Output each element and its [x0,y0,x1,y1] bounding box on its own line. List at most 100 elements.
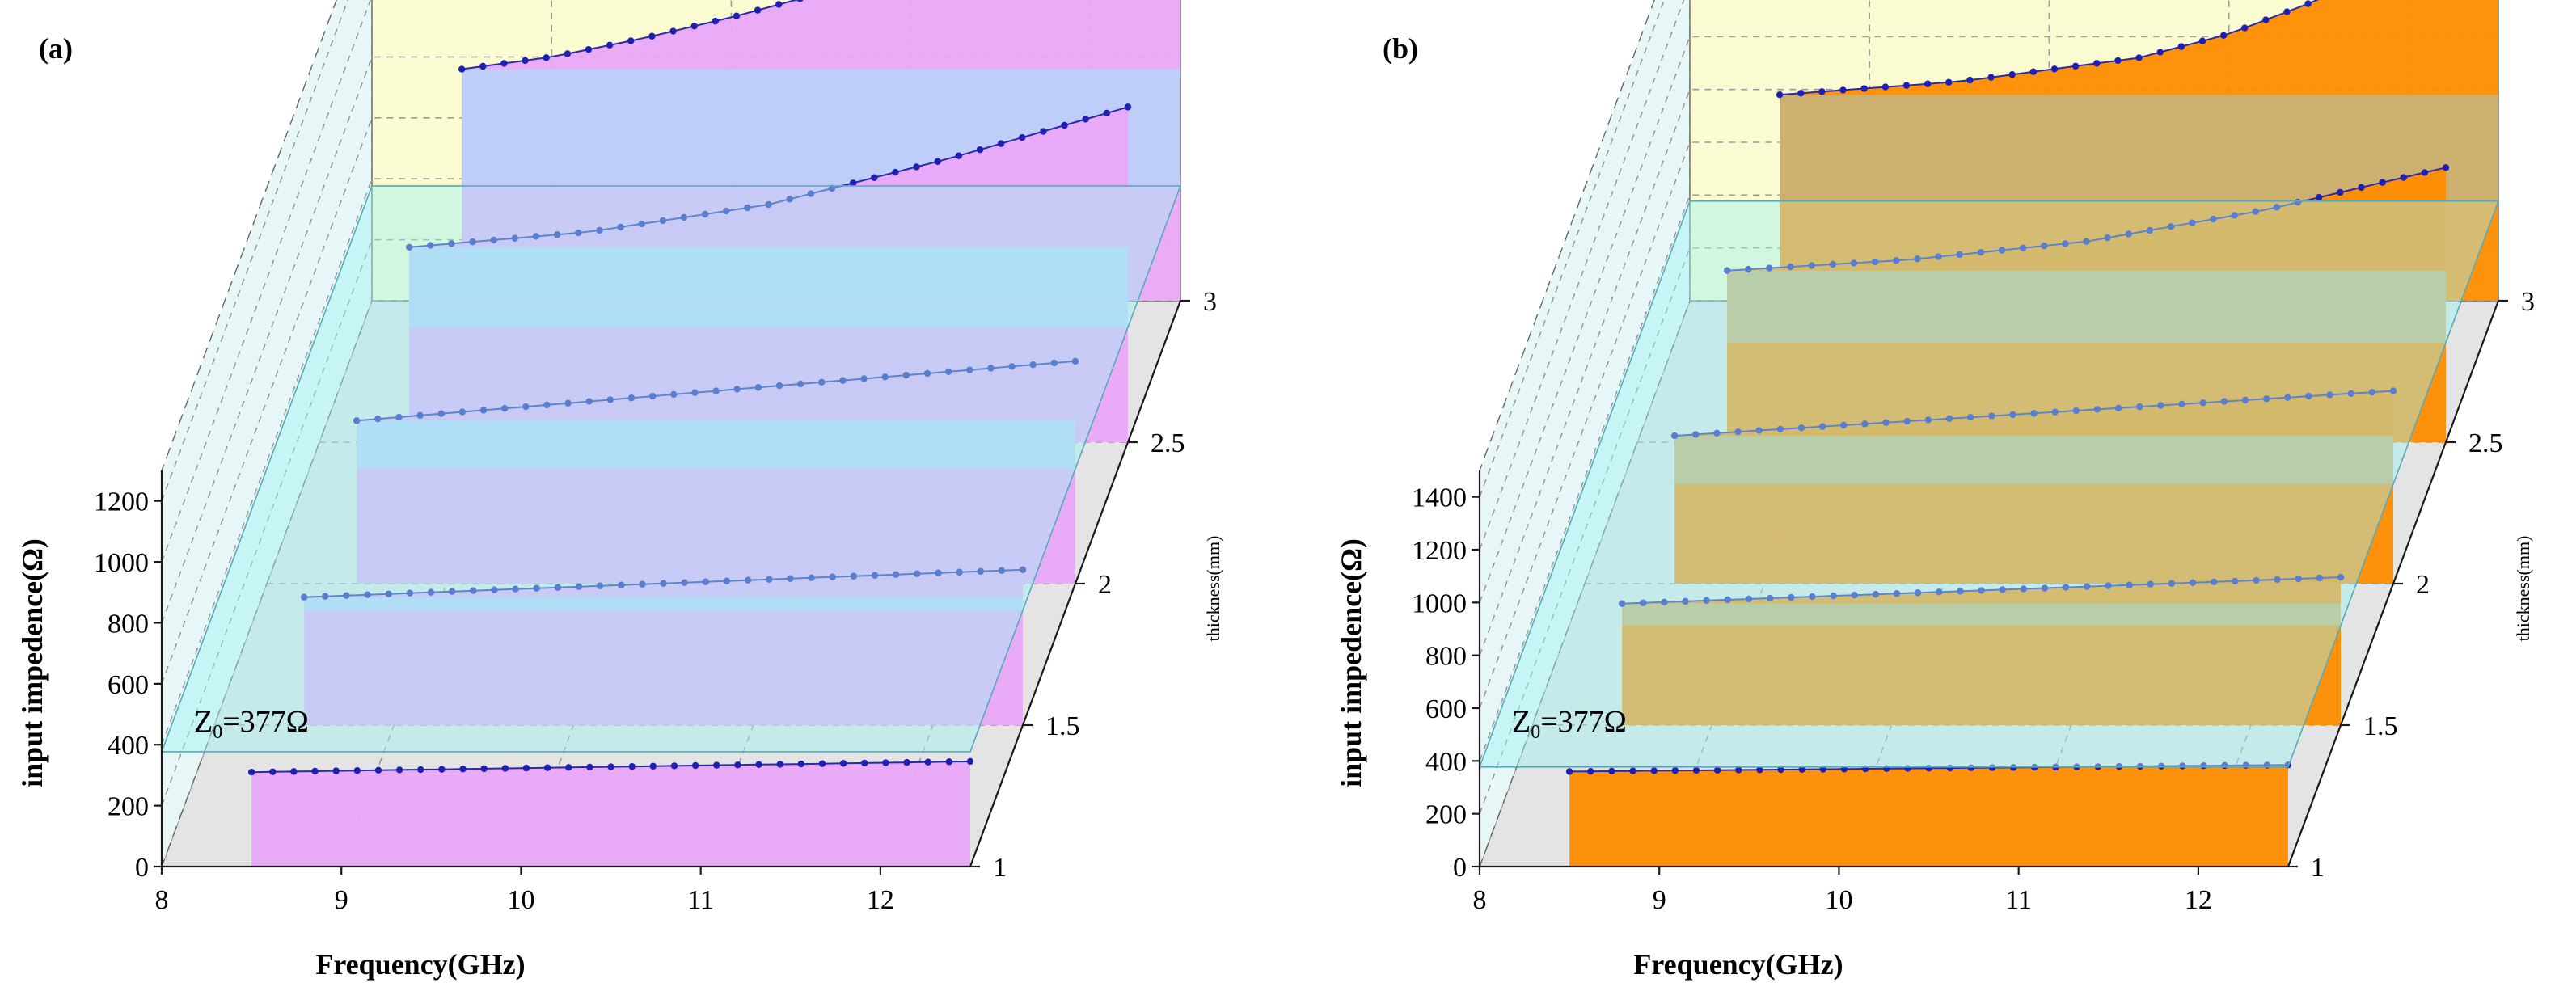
a-series-2.5-point-10 [617,223,624,231]
b-series-3-point-11 [2008,71,2016,78]
panel-b-z0-label-sub: 0 [1531,722,1540,743]
a-series-2-point-22 [818,378,826,386]
a-series-1-point-28 [839,760,847,767]
a-series-1-point-9 [438,766,446,773]
b-series-3-point-2 [1818,88,1826,95]
b-series-2-point-2 [1713,429,1721,437]
b-series-2-point-0 [1670,432,1679,440]
a-series-2-point-7 [500,405,509,412]
a-series-3-point-1 [479,62,487,70]
b-series-3-point-20 [2198,37,2206,44]
a-series-2.5-point-6 [532,233,540,240]
a-series-1-point-32 [924,758,931,766]
a-series-2-point-9 [543,401,551,409]
b-series-1.5-band [1622,603,2341,626]
b-series-2.5-point-14 [2019,244,2027,252]
b-y-tick-label-2: 400 [1425,747,1467,777]
b-series-2-point-9 [1861,420,1869,428]
a-series-1.5-band [304,597,1024,610]
b-series-3-point-10 [1987,74,1995,81]
panel-a-x-axis-title: Frequency(GHz) [315,948,525,981]
b-series-2.5-point-33 [2421,169,2429,176]
a-series-1.5-point-5 [406,589,414,597]
a-y-tick-label-4: 800 [108,609,149,639]
b-series-1.5-point-25 [2147,580,2154,588]
b-series-1-point-1 [1587,767,1594,775]
a-series-1.5-point-0 [300,593,308,601]
a-series-2-point-14 [648,392,657,400]
b-series-2-point-29 [2284,394,2291,401]
a-series-2.5-point-4 [490,236,497,244]
a-series-1.5-point-22 [766,576,773,583]
a-series-2-point-29 [966,366,973,373]
a-series-1-point-20 [670,762,678,770]
a-series-2.5-band [409,247,1129,327]
b-x-tick-label-1: 9 [1653,885,1666,915]
a-x-tick-label-2: 10 [507,885,534,915]
b-series-1.5-point-17 [1978,587,1985,594]
a-series-1.5-point-29 [914,570,921,577]
a-series-2-point-13 [627,394,636,402]
b-series-1.5-point-27 [2189,579,2197,586]
a-z-tick-label-3: 2.5 [1151,428,1185,458]
b-series-3-point-8 [1945,78,1953,86]
a-series-1-point-3 [311,767,319,775]
b-series-2-point-4 [1755,427,1763,434]
b-series-1.5-point-33 [2316,574,2324,582]
b-series-1.5-point-21 [2062,584,2070,591]
a-series-1-point-6 [374,766,382,774]
a-series-1-point-18 [628,762,636,770]
b-series-1.5-point-0 [1618,600,1626,607]
a-series-3-point-14 [754,6,762,14]
a-series-2-point-26 [902,371,910,379]
a-series-1.5-point-24 [808,574,815,581]
a-x-tick-label-1: 9 [335,885,348,915]
a-series-1.5-point-12 [554,584,562,591]
b-series-3-band [1780,95,2498,201]
b-series-2.5-point-10 [1935,253,1942,260]
b-series-2-band [1674,436,2393,484]
b-series-2-point-31 [2326,391,2333,399]
a-series-1.5-point-3 [364,591,371,598]
b-series-2-point-16 [2009,411,2016,419]
b-series-2.5-point-18 [2104,234,2111,242]
b-series-1.5-point-7 [1766,594,1774,602]
a-series-1-point-24 [755,761,762,769]
a-series-2-point-34 [1071,357,1079,365]
b-series-2.5-point-20 [2146,226,2154,234]
b-series-3-point-1 [1797,90,1805,97]
b-series-2.5-point-9 [1914,255,1921,263]
a-series-2.5-point-2 [448,240,455,247]
a-y-tick-label-6: 1200 [94,487,149,517]
panel-b-z0-label-main: Z [1512,705,1531,739]
b-series-1.5-point-22 [2084,583,2091,590]
b-series-3-point-6 [1902,82,1911,89]
b-y-tick-label-1: 200 [1425,800,1467,830]
b-series-2-point-14 [1966,414,1974,421]
b-series-2-point-3 [1734,428,1742,436]
a-series-2-point-10 [564,399,572,407]
b-series-2.5-point-26 [2273,204,2281,211]
b-series-1-point-7 [1713,766,1721,774]
b-series-2.5-point-34 [2442,164,2450,171]
a-series-1.5-point-31 [956,568,963,576]
b-series-2.5-point-32 [2400,174,2407,181]
b-series-2-point-15 [1988,412,1995,420]
b-series-2.5-point-7 [1871,258,1879,266]
b-series-1.5-point-26 [2168,580,2176,587]
a-series-3-point-5 [564,50,572,57]
a-series-2-point-23 [839,377,847,384]
b-series-2-point-34 [2389,387,2397,394]
a-series-2.5-point-32 [1082,116,1089,123]
a-x-tick-label-4: 12 [867,885,894,915]
a-series-3-point-11 [690,23,698,30]
a-series-1.5-point-15 [618,581,625,588]
a-series-3-point-8 [627,37,635,44]
a-series-3-point-10 [669,27,677,35]
b-series-2-point-30 [2305,392,2312,400]
b-series-2.5-point-8 [1893,257,1900,264]
b-x-tick-label-0: 8 [1473,885,1487,915]
b-series-2-point-25 [2199,399,2206,407]
b-series-1.5-point-24 [2126,581,2133,588]
